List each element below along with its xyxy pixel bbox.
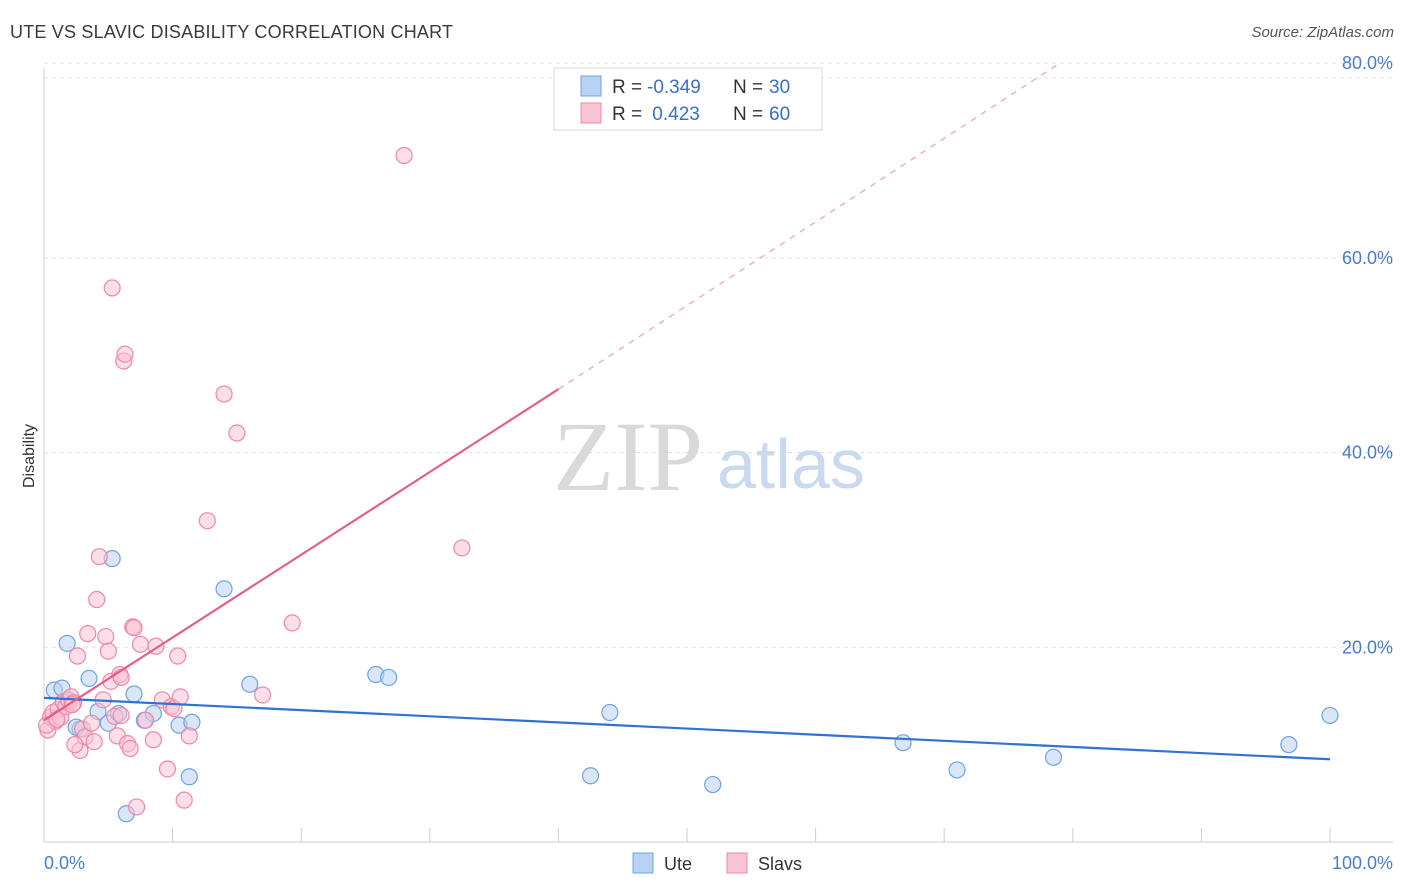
point-slavs [169,647,187,665]
point-slavs [171,688,189,706]
point-slavs [180,727,198,745]
point-slavs [116,345,134,363]
point-slavs [103,279,121,297]
bottom-legend-label-slavs: Slavs [758,854,802,874]
point-ute [894,734,912,752]
point-slavs [395,146,413,165]
point-slavs [125,619,143,637]
legend-n-value-slavs: 60 [769,104,790,125]
point-slavs [131,635,150,653]
point-slavs [85,733,103,751]
watermark-atlas: atlas [717,425,865,503]
point-ute [704,775,722,794]
legend-n-value-ute: 30 [769,77,790,98]
watermark: ZIP atlas [553,401,865,512]
point-ute [948,761,966,779]
point-slavs [127,798,146,816]
bottom-legend: Ute Slavs [632,852,802,874]
chart-title: UTE VS SLAVIC DISABILITY CORRELATION CHA… [10,22,454,42]
point-ute [180,768,198,786]
y-tick-label: 40.0% [1342,443,1393,463]
bottom-legend-label-ute: Ute [664,854,692,874]
point-slavs [158,760,177,778]
legend: R = -0.349 N = 30 R = 0.423 N = 60 [553,67,823,131]
point-slavs [82,714,101,732]
point-slavs [68,647,87,665]
point-slavs [198,512,216,530]
bottom-legend-swatch-ute [632,852,654,874]
chart-source: Source: ZipAtlas.com [1251,24,1394,41]
legend-swatch-slavs [580,102,602,124]
point-slavs [136,711,155,729]
y-tick-label: 80.0% [1342,53,1393,73]
point-slavs [66,736,84,754]
legend-n-label-slavs: N = [733,104,763,125]
point-slavs [79,625,97,643]
point-ute [58,634,76,652]
point-slavs [175,791,193,809]
trend-line-ute [43,696,1331,761]
x-tick-label-min: 0.0% [44,853,85,873]
point-slavs [283,614,301,632]
watermark-zip: ZIP [553,401,703,512]
point-slavs [99,642,117,660]
point-ute [125,685,143,703]
point-slavs [121,739,139,758]
legend-r-value-slavs: 0.423 [647,104,700,125]
point-slavs [90,548,108,566]
data-points [37,146,1339,823]
point-slavs [97,627,115,646]
point-slavs [48,710,66,728]
x-ticks [43,828,1331,842]
point-ute [215,580,233,598]
y-axis-label: Disability [21,424,38,488]
point-slavs [228,424,246,442]
point-ute [1321,706,1339,725]
point-slavs [88,590,106,609]
legend-r-value-ute: -0.349 [647,77,701,98]
legend-swatch-ute [580,75,602,97]
trend-line-slavs-extrapolated [558,62,1061,390]
point-slavs [453,539,471,557]
point-ute [80,669,98,688]
point-ute [601,703,619,722]
trend-lines [43,62,1331,761]
point-slavs [112,706,130,725]
point-ute [380,668,398,687]
y-tick-label: 60.0% [1342,248,1393,268]
bottom-legend-swatch-slavs [726,852,748,874]
y-tick-labels: 20.0% 40.0% 60.0% 80.0% [1342,53,1393,657]
trend-line-slavs [43,388,559,722]
grid-lines [44,62,1393,648]
point-slavs [215,385,233,403]
x-tick-label-max: 100.0% [1332,853,1393,873]
point-ute [1044,748,1063,766]
legend-r-label-ute: R = [612,77,642,98]
point-ute [581,767,600,785]
legend-r-label-slavs: R = [612,104,642,125]
point-ute [1280,736,1298,754]
point-slavs [144,731,162,749]
point-ute [241,675,259,693]
legend-n-label-ute: N = [733,77,763,98]
point-slavs [254,686,272,704]
y-tick-label: 20.0% [1342,637,1393,657]
